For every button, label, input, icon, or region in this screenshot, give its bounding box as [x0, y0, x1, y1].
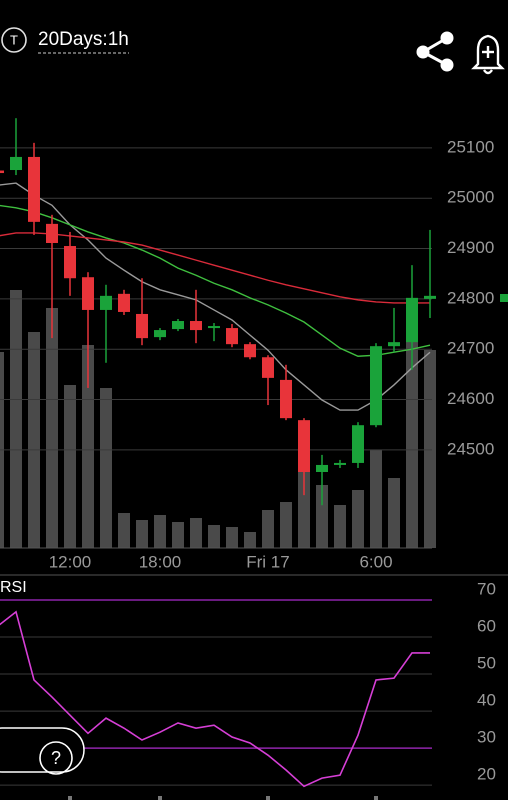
candle-body [244, 344, 256, 358]
candle-body [118, 293, 130, 312]
candle-body [370, 346, 382, 426]
candle-body [424, 295, 436, 299]
timeframe-title[interactable]: 20Days:1h [38, 29, 129, 50]
candle-body [46, 223, 58, 244]
volume-bar [10, 290, 22, 548]
candle-body [388, 342, 400, 347]
x-tick-label: 12:00 [49, 552, 92, 571]
candle-body [10, 156, 22, 171]
candle-body [334, 462, 346, 465]
y-tick-label: 24900 [447, 238, 494, 257]
volume-bar [244, 532, 256, 548]
y-tick-label: 25100 [447, 137, 494, 156]
volume-bar [136, 520, 148, 548]
x-tick-stub [68, 796, 72, 800]
candle-body [100, 295, 112, 310]
volume-bar [406, 298, 418, 548]
candle-body [298, 420, 310, 473]
volume-bar [172, 522, 184, 548]
panel-title: RSI [0, 579, 27, 596]
y-tick-label: 24700 [447, 339, 494, 358]
help-button[interactable]: ? [51, 748, 61, 768]
y-tick-label: 40 [477, 691, 496, 710]
volume-bar [298, 468, 310, 548]
candle-body [136, 313, 148, 339]
x-tick-label: 6:00 [359, 552, 392, 571]
volume-bar [226, 527, 238, 548]
volume-bar [118, 513, 130, 548]
y-tick-label: 24500 [447, 439, 494, 458]
volume-bar [334, 505, 346, 548]
volume-bar [154, 515, 166, 548]
candle-body [406, 297, 418, 343]
symbol-letter: T [10, 32, 18, 47]
volume-bar [262, 510, 274, 548]
volume-bar [46, 308, 58, 548]
y-tick-label: 30 [477, 728, 496, 747]
volume-bar [208, 525, 220, 548]
candle-body [0, 170, 4, 174]
candle-body [226, 328, 238, 345]
volume-bar [370, 450, 382, 548]
candle-body [316, 464, 328, 473]
candle-body [172, 321, 184, 330]
candle-body [208, 326, 220, 329]
rsi-line [0, 610, 430, 788]
alert-icon[interactable] [471, 34, 505, 75]
volume-bar [280, 502, 292, 548]
x-tick-label: 18:00 [139, 552, 182, 571]
y-tick-label: 24800 [447, 288, 494, 307]
price-marker [500, 294, 508, 302]
volume-bar [352, 490, 364, 548]
volume-bar [82, 345, 94, 548]
volume-bar [190, 518, 202, 548]
candle-body [352, 425, 364, 463]
plots: 24500 24600 24700 24800 24900 25000 25100 12:00… [0, 118, 508, 800]
x-tick-stub [374, 796, 378, 800]
candle-body [28, 156, 40, 222]
candle-body [154, 330, 166, 338]
candle-body [82, 277, 94, 310]
y-tick-label: 70 [477, 579, 496, 598]
y-tick-label: 60 [477, 616, 496, 635]
volume-bar [388, 478, 400, 548]
volume-bar [316, 485, 328, 548]
volume-bar [100, 388, 112, 548]
volume-bar [424, 350, 436, 548]
volume-bar [64, 385, 76, 548]
y-tick-label: 25000 [447, 188, 494, 207]
y-tick-label: 24600 [447, 389, 494, 408]
candle-body [280, 379, 292, 419]
y-tick-label: 50 [477, 654, 496, 673]
volume-bar [28, 332, 40, 548]
candle-body [190, 321, 202, 331]
help-circle[interactable] [39, 741, 73, 775]
symbol-icon[interactable] [1, 27, 27, 53]
candle-body [262, 357, 274, 378]
candle-body [64, 246, 76, 279]
x-tick-stub [158, 796, 162, 800]
x-tick-stub [266, 796, 270, 800]
x-tick-label: Fri 17 [246, 552, 289, 571]
moving-average [0, 204, 431, 357]
share-icon[interactable] [416, 31, 454, 72]
y-tick-label: 20 [477, 765, 496, 784]
